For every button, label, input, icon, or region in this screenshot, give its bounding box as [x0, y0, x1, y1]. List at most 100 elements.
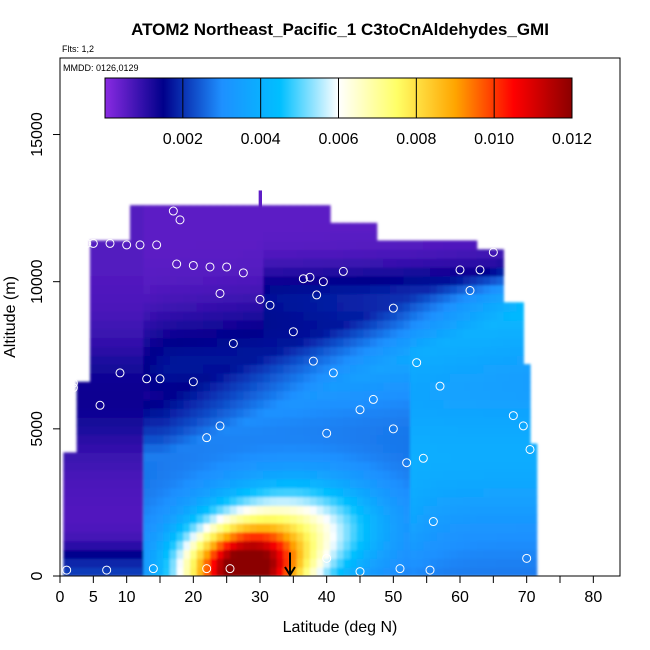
heat-cell: [230, 496, 238, 506]
heat-cell: [210, 399, 218, 409]
heat-cell: [316, 222, 324, 233]
heat-cell: [343, 470, 351, 480]
heat-cell: [103, 425, 111, 436]
heat-cell: [323, 258, 331, 268]
heat-cell: [516, 408, 524, 418]
heat-cell: [463, 487, 471, 498]
heat-cell: [110, 505, 118, 515]
heat-cell: [376, 258, 384, 268]
heat-cell: [516, 461, 524, 471]
flight-point: [455, 265, 465, 275]
heat-cell: [436, 346, 444, 356]
heat-cell: [530, 452, 538, 462]
heat-cell: [410, 531, 418, 542]
heat-cell: [90, 417, 98, 427]
heat-cell: [170, 222, 178, 233]
heat-cell: [190, 567, 198, 576]
heat-cell: [123, 408, 131, 418]
heat-cell: [276, 355, 284, 365]
chart-title: ATOM2 Northeast_Pacific_1 C3toCnAldehyde…: [131, 20, 549, 39]
heat-cell: [103, 346, 111, 356]
heat-cell: [290, 231, 298, 242]
heat-cell: [443, 328, 451, 339]
heat-cell: [270, 213, 278, 224]
heat-cell: [303, 531, 311, 542]
heat-cell: [396, 434, 404, 445]
heat-cell: [170, 337, 178, 348]
heat-cell: [430, 266, 438, 277]
heat-cell: [390, 408, 398, 418]
heat-cell: [416, 487, 424, 498]
heat-cell: [336, 302, 344, 312]
heat-cell: [156, 205, 164, 215]
heat-cell: [470, 470, 478, 480]
heat-cell: [330, 540, 338, 551]
heat-cell: [370, 364, 378, 374]
heat-cell: [223, 372, 231, 383]
heat-cell: [263, 549, 271, 559]
heat-cell: [456, 505, 464, 515]
flight-point: [402, 458, 412, 468]
heat-cell: [270, 478, 278, 489]
heat-cell: [310, 284, 318, 295]
flight-point: [425, 565, 435, 575]
heat-cell: [476, 425, 484, 436]
heat-cell: [290, 567, 298, 576]
heat-cell: [450, 249, 458, 259]
heat-cell: [223, 293, 231, 303]
heat-cell: [523, 487, 531, 498]
heat-cell: [230, 266, 238, 277]
heat-cell: [390, 470, 398, 480]
heat-cell: [530, 478, 538, 489]
heat-cell: [130, 346, 138, 356]
heat-cell: [523, 558, 531, 568]
heat-cell: [296, 364, 304, 374]
heat-cell: [123, 417, 131, 427]
heat-cell: [250, 434, 258, 445]
heat-cell: [116, 478, 124, 489]
heat-cell: [170, 417, 178, 427]
heat-cell: [396, 540, 404, 551]
heat-cell: [156, 258, 164, 268]
heat-cell: [476, 364, 484, 374]
heat-cell: [230, 249, 238, 259]
heat-cell: [483, 390, 491, 401]
heat-cell: [343, 531, 351, 542]
heat-cell: [356, 372, 364, 383]
heat-cell: [236, 496, 244, 506]
heat-cell: [336, 523, 344, 533]
heat-cell: [343, 408, 351, 418]
heat-cell: [356, 240, 364, 250]
heat-cell: [70, 478, 78, 489]
heat-cell: [296, 549, 304, 559]
heat-cell: [130, 240, 138, 250]
heat-cell: [483, 443, 491, 453]
heat-cell: [343, 478, 351, 489]
heat-cell: [256, 275, 264, 286]
heat-cell: [170, 425, 178, 436]
heat-cell: [310, 417, 318, 427]
heat-cell: [110, 470, 118, 480]
heat-cell: [296, 452, 304, 462]
heat-cell: [430, 390, 438, 401]
heat-cell: [263, 558, 271, 568]
heat-cell: [323, 364, 331, 374]
heat-cell: [156, 372, 164, 383]
heat-cell: [83, 470, 91, 480]
heat-cell: [270, 425, 278, 436]
heat-cell: [110, 311, 118, 321]
heat-cell: [210, 390, 218, 401]
heat-cell: [430, 319, 438, 330]
heat-cell: [103, 514, 111, 524]
heat-cell: [103, 337, 111, 348]
heat-cell: [463, 266, 471, 277]
heat-cell: [203, 205, 211, 215]
heat-cell: [483, 337, 491, 348]
heat-cell: [210, 328, 218, 339]
heat-cell: [210, 240, 218, 250]
heat-cell: [343, 222, 351, 233]
heat-cell: [496, 558, 504, 568]
heat-cell: [90, 302, 98, 312]
heat-cell: [290, 205, 298, 215]
heat-cell: [423, 337, 431, 348]
